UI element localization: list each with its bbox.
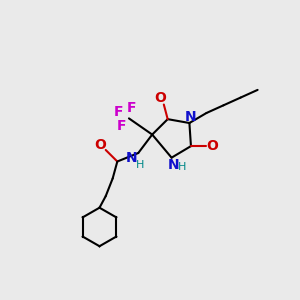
Text: N: N (185, 110, 197, 124)
Text: O: O (207, 139, 219, 153)
Text: O: O (94, 138, 106, 152)
Text: O: O (154, 92, 166, 105)
Text: F: F (127, 101, 136, 116)
Text: N: N (167, 158, 179, 172)
Text: N: N (126, 151, 138, 165)
Text: F: F (113, 105, 123, 119)
Text: F: F (116, 119, 126, 133)
Text: H: H (136, 160, 144, 170)
Text: H: H (178, 162, 186, 172)
